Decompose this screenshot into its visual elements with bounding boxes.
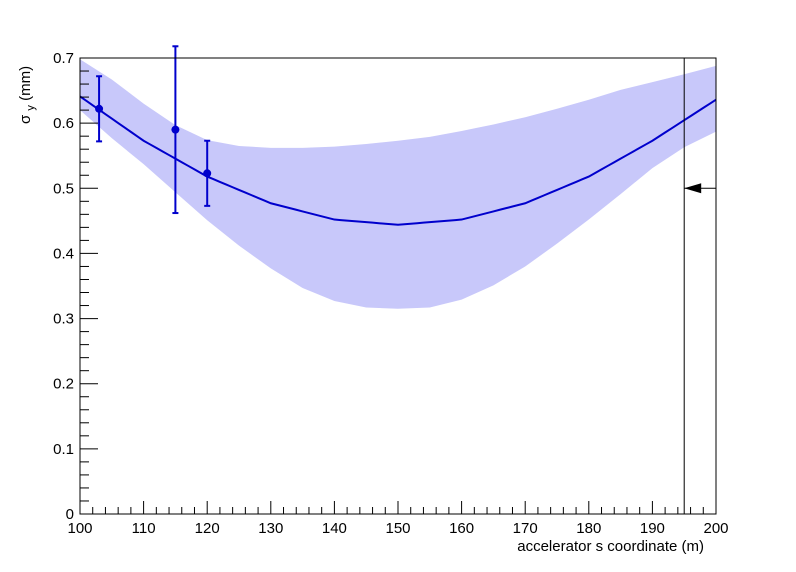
x-tick-label: 120: [195, 520, 220, 537]
data-point-marker: [95, 104, 104, 113]
axis-ticks: [79, 57, 717, 515]
x-tick-label: 200: [703, 520, 728, 537]
data-point-marker: [171, 125, 180, 134]
data-points-layer: [95, 45, 212, 215]
x-tick-label: 100: [67, 520, 92, 537]
y-axis-title-subscript: y: [25, 105, 37, 111]
data-point-1: [95, 75, 104, 143]
x-tick-label: 140: [322, 520, 347, 537]
y-tick-label: 0.3: [53, 311, 74, 328]
x-tick-label: 190: [640, 520, 665, 537]
data-point-2: [171, 45, 180, 215]
y-axis-title: σ y (mm): [17, 66, 38, 124]
confidence-band-layer: [80, 59, 716, 309]
y-tick-label: 0.2: [53, 376, 74, 393]
x-tick-label: 150: [385, 520, 410, 537]
fit-curve: [79, 95, 717, 226]
y-tick-label: 0: [66, 506, 74, 523]
marker-layer: [683, 58, 716, 514]
y-tick-label: 0.4: [53, 245, 74, 262]
y-tick-label: 0.6: [53, 115, 74, 132]
y-tick-label: 0.5: [53, 180, 74, 197]
confidence-band: [80, 59, 716, 309]
x-tick-label: 130: [258, 520, 283, 537]
data-point-3: [203, 139, 212, 207]
y-tick-label: 0.7: [53, 50, 74, 67]
x-tick-label: 170: [513, 520, 538, 537]
y-tick-label: 0.1: [53, 441, 74, 458]
y-axis-title-unit: (mm): [17, 66, 34, 101]
data-point-marker: [203, 169, 212, 178]
arrow-head: [684, 183, 702, 194]
y-axis-title-main: σ: [17, 114, 34, 124]
x-axis-title: accelerator s coordinate (m): [517, 538, 704, 555]
x-tick-label: 180: [576, 520, 601, 537]
x-tick-label: 110: [132, 520, 156, 537]
x-tick-label: 160: [449, 520, 474, 537]
fit-curve-layer: [79, 95, 717, 226]
tick-labels: 100 110 120 130 140 150 160 170 180 190 200 0 0.1 0.2…: [53, 50, 728, 537]
